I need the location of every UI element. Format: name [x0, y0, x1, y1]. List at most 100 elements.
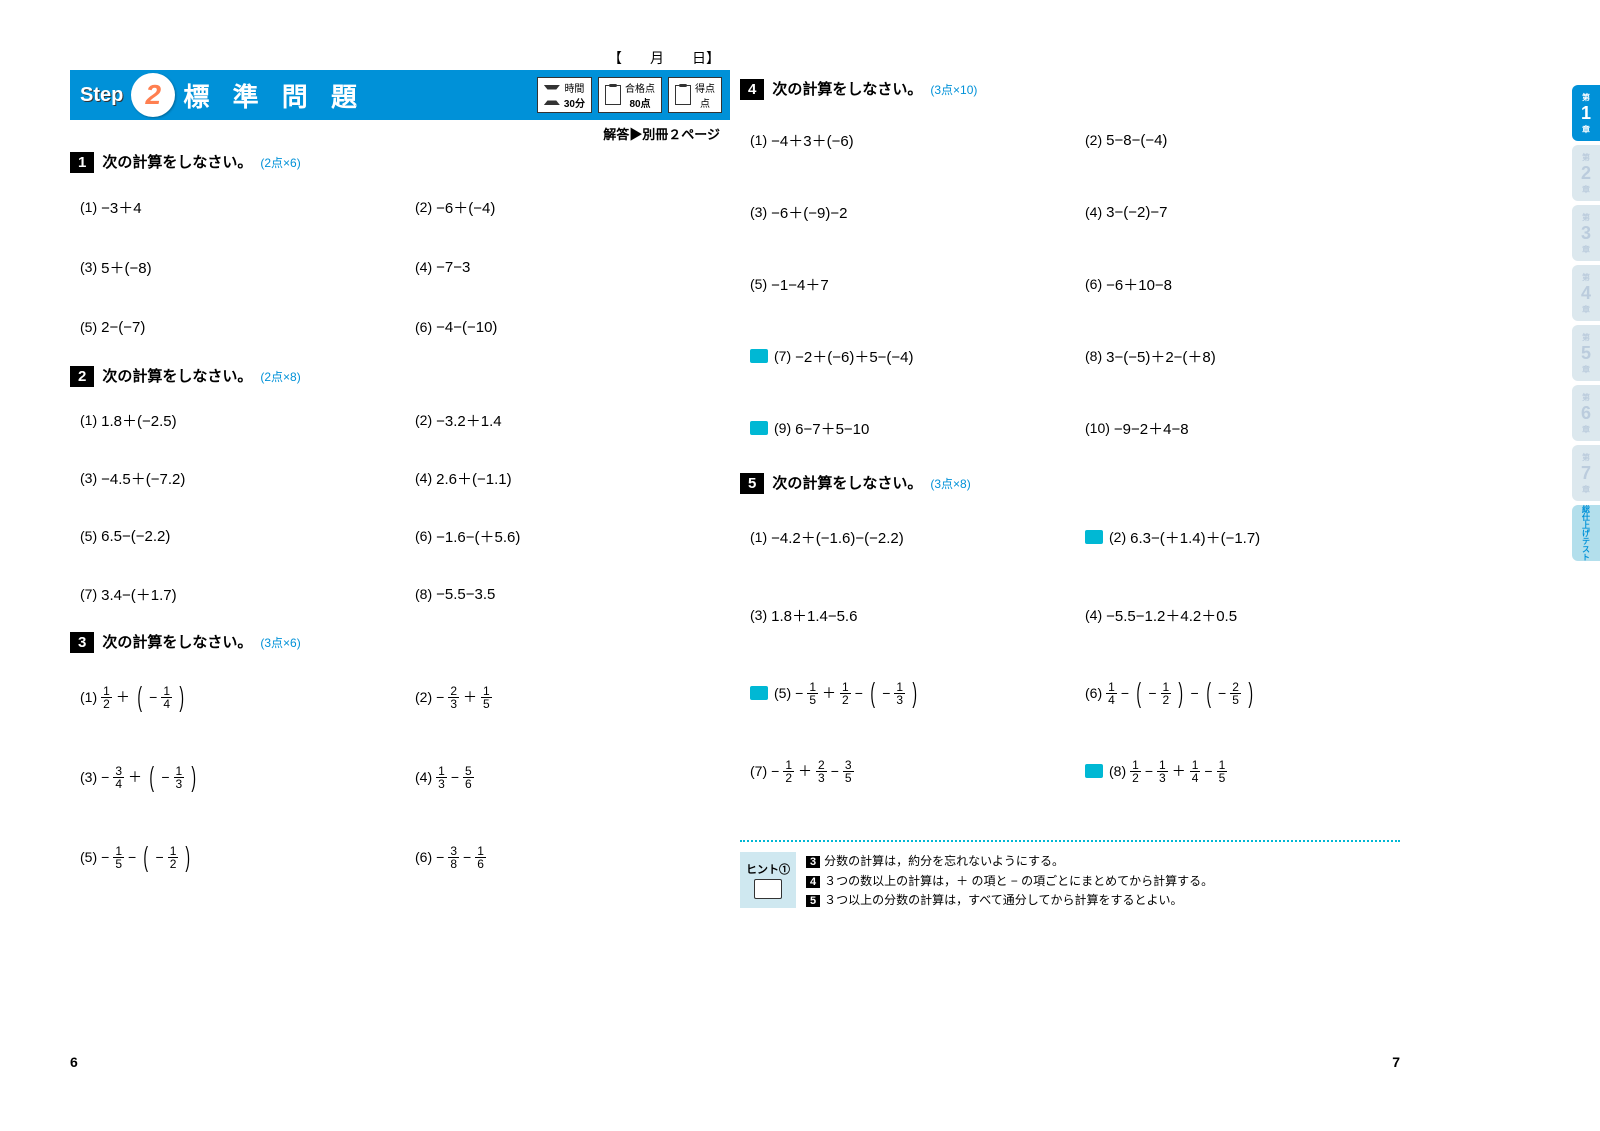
section-points: (3点×6)	[260, 634, 300, 651]
chapter-tabs: 第1章第2章第3章第4章第5章第6章第7章総仕上げテスト	[1572, 85, 1600, 561]
problem: (1) −3＋4	[80, 177, 395, 237]
hint-label: ヒント①	[746, 861, 790, 877]
problem: (6) −4−(−10)	[415, 297, 730, 357]
problem: (3) 1.8＋1.4−5.6	[750, 576, 1065, 654]
pass-box: 合格点 80点	[598, 77, 662, 113]
problem: (5) −1−4＋7	[750, 248, 1065, 320]
book-icon	[754, 879, 782, 899]
problem: (2) −6＋(−4)	[415, 177, 730, 237]
info-boxes: 時間 30分 合格点 80点 得点点	[537, 70, 722, 120]
hint-icon	[750, 686, 768, 700]
pass-label: 合格点	[625, 84, 655, 95]
problem: (1) 1.8＋(−2.5)	[80, 391, 395, 449]
right-page: 4 次の計算をしなさい。 (3点×10) (1) −4＋3＋(−6) (2) 5−8−(…	[740, 70, 1400, 1070]
problems-grid: (1) −4＋3＋(−6) (2) 5−8−(−4) (3) −6＋(−9)−2 (4…	[740, 104, 1400, 464]
section-points: (2点×6)	[260, 154, 300, 171]
section-number: 4	[740, 79, 764, 100]
problem: (1) −4＋3＋(−6)	[750, 104, 1065, 176]
problem: (3) −6＋(−9)−2	[750, 176, 1065, 248]
score-label: 得点	[695, 84, 715, 95]
problem: (8) 12−13＋14−15	[1085, 732, 1400, 810]
problem: (3) −34＋(−13)	[80, 737, 395, 817]
problem: (5) 6.5−(−2.2)	[80, 507, 395, 565]
hint-icon	[750, 421, 768, 435]
chapter-tab[interactable]: 第2章	[1572, 145, 1600, 201]
problem: (6) −38−16	[415, 817, 730, 897]
problem: (2) −23＋15	[415, 657, 730, 737]
left-page: 【 月 日】 Step 2 標 準 問 題 時間30分 合格点80点 得点点 解…	[70, 70, 730, 1070]
section-number: 1	[70, 152, 94, 173]
hint-icon	[1085, 530, 1103, 544]
section-number: 5	[740, 473, 764, 494]
problem: (7) −12＋23−35	[750, 732, 1065, 810]
problem: (7) −2＋(−6)＋5−(−4)	[750, 320, 1065, 392]
problems-grid: (1) 12＋(−14)(2) −23＋15(3) −34＋(−13)(4) 1…	[70, 657, 730, 897]
section-number: 2	[70, 366, 94, 387]
chapter-tab[interactable]: 第1章	[1572, 85, 1600, 141]
answer-reference: 解答▶別冊２ページ	[70, 120, 730, 143]
page-number-left: 6	[70, 1054, 78, 1070]
problem: (4) −7−3	[415, 237, 730, 297]
problem: (8) 3−(−5)＋2−(＋8)	[1085, 320, 1400, 392]
problem: (3) 5＋(−8)	[80, 237, 395, 297]
problems-grid: (1) −3＋4 (2) −6＋(−4) (3) 5＋(−8) (4) −7−3 (5)…	[70, 177, 730, 357]
hint-icon	[750, 349, 768, 363]
hint-box: ヒント① 3分数の計算は，約分を忘れないようにする。4３つの数以上の計算は，＋ …	[740, 840, 1400, 911]
chapter-tab[interactable]: 第5章	[1572, 325, 1600, 381]
section-points: (2点×8)	[260, 368, 300, 385]
problem: (1) −4.2＋(−1.6)−(−2.2)	[750, 498, 1065, 576]
problem: (7) 3.4−(＋1.7)	[80, 565, 395, 623]
section-title: 次の計算をしなさい。	[102, 631, 252, 652]
step-number-circle: 2	[131, 73, 175, 117]
hint-line: 4３つの数以上の計算は，＋ の項と − の項ごとにまとめてから計算する。	[806, 872, 1213, 892]
problem: (2) 6.3−(＋1.4)＋(−1.7)	[1085, 498, 1400, 576]
section-title: 次の計算をしなさい。	[102, 151, 252, 172]
clipboard-icon	[675, 85, 691, 105]
section-title: 次の計算をしなさい。	[772, 78, 922, 99]
clipboard-icon	[605, 85, 621, 105]
hourglass-icon	[544, 85, 560, 105]
problem: (3) −4.5＋(−7.2)	[80, 449, 395, 507]
chapter-tab[interactable]: 第3章	[1572, 205, 1600, 261]
final-test-tab[interactable]: 総仕上げテスト	[1572, 505, 1600, 561]
chapter-tab[interactable]: 第6章	[1572, 385, 1600, 441]
problem: (9) 6−7＋5−10	[750, 392, 1065, 464]
score-box: 得点点	[668, 77, 722, 113]
problem: (4) −5.5−1.2＋4.2＋0.5	[1085, 576, 1400, 654]
hint-lines: 3分数の計算は，約分を忘れないようにする。4３つの数以上の計算は，＋ の項と −…	[806, 852, 1213, 911]
header-bar: Step 2 標 準 問 題 時間 30分 合格点 80点 得点点	[70, 70, 730, 120]
section-points: (3点×8)	[930, 475, 970, 492]
time-box: 時間 30分	[537, 77, 592, 113]
problem: (8) −5.5−3.5	[415, 565, 730, 623]
problem: (6) 14−(−12)−(−25)	[1085, 654, 1400, 732]
hint-line: 3分数の計算は，約分を忘れないようにする。	[806, 852, 1213, 872]
problem: (5) 2−(−7)	[80, 297, 395, 357]
problems-grid: (1) −4.2＋(−1.6)−(−2.2) (2) 6.3−(＋1.4)＋(−1…	[740, 498, 1400, 810]
section-title: 次の計算をしなさい。	[102, 365, 252, 386]
problem: (10) −9−2＋4−8	[1085, 392, 1400, 464]
time-label: 時間	[564, 84, 584, 95]
problems-grid: (1) 1.8＋(−2.5)(2) −3.2＋1.4(3) −4.5＋(−7.2…	[70, 391, 730, 623]
chapter-tab[interactable]: 第4章	[1572, 265, 1600, 321]
problem: (4) 13−56	[415, 737, 730, 817]
section-header: 3次の計算をしなさい。(3点×6)	[70, 631, 730, 653]
time-value: 30分	[564, 99, 585, 110]
chapter-tab[interactable]: 第7章	[1572, 445, 1600, 501]
problem: (4) 2.6＋(−1.1)	[415, 449, 730, 507]
section-header: 1 次の計算をしなさい。 (2点×6)	[70, 151, 730, 173]
problem: (4) 3−(−2)−7	[1085, 176, 1400, 248]
page-title: 標 準 問 題	[183, 77, 365, 114]
problem: (6) −1.6−(＋5.6)	[415, 507, 730, 565]
section-header: 4 次の計算をしなさい。 (3点×10)	[740, 78, 1400, 100]
section-header: 5 次の計算をしなさい。 (3点×8)	[740, 472, 1400, 494]
problem: (5) −15＋12−(−13)	[750, 654, 1065, 732]
section-points: (3点×10)	[930, 81, 977, 98]
problem: (6) −6＋10−8	[1085, 248, 1400, 320]
problem: (2) 5−8−(−4)	[1085, 104, 1400, 176]
step-label: Step	[80, 84, 123, 107]
score-value: 点	[700, 99, 710, 110]
pass-value: 80点	[629, 99, 650, 110]
problem: (5) −15−(−12)	[80, 817, 395, 897]
hint-icon	[1085, 764, 1103, 778]
section-title: 次の計算をしなさい。	[772, 472, 922, 493]
